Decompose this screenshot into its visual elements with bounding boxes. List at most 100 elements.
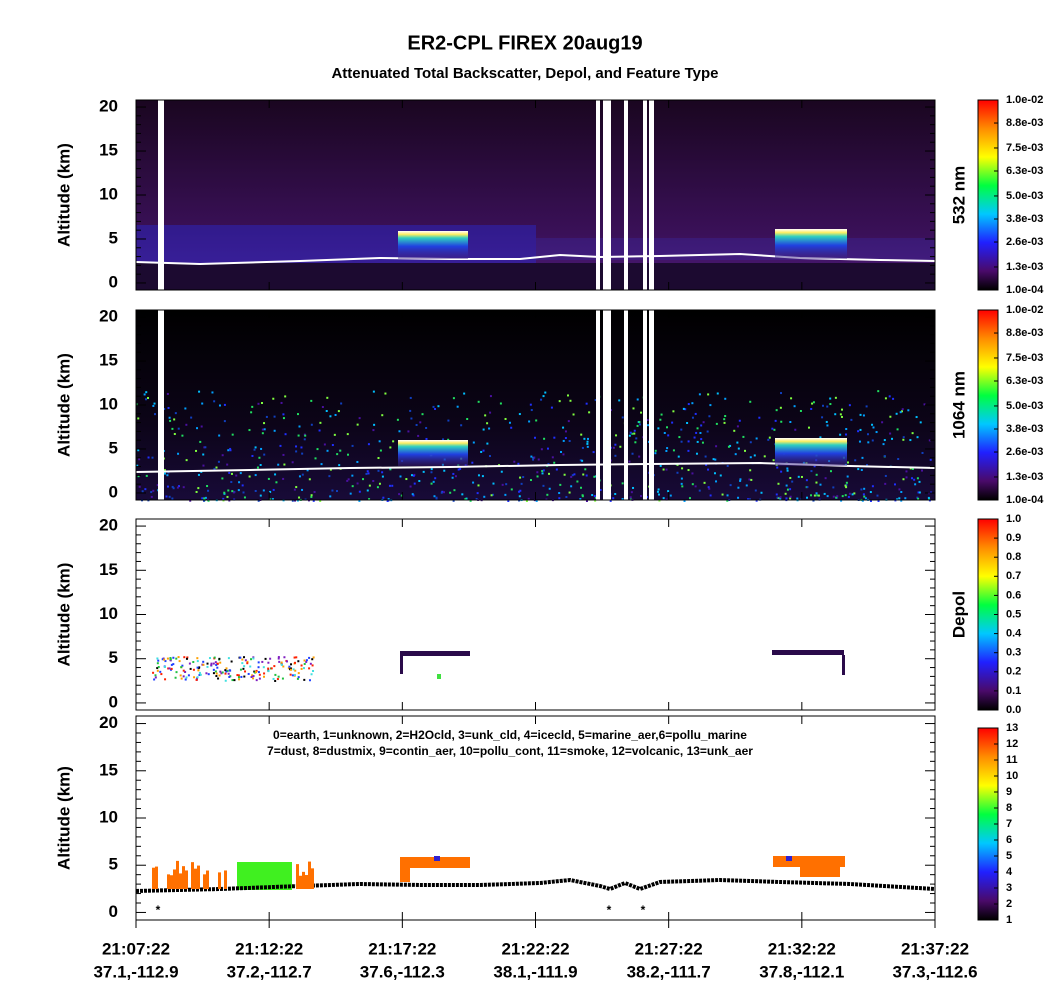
feature-column [194, 868, 197, 889]
noise [273, 429, 276, 432]
noise [857, 430, 860, 433]
noise [173, 418, 176, 421]
noise [654, 452, 657, 455]
feature-column [185, 870, 188, 889]
noise [533, 456, 536, 459]
noise [222, 497, 225, 500]
noise [329, 495, 332, 498]
noise [310, 399, 313, 402]
noise [476, 492, 479, 495]
noise [325, 410, 328, 413]
noise [815, 473, 818, 476]
noise [734, 453, 737, 456]
noise [807, 426, 810, 429]
feature-column [305, 875, 308, 889]
noise [632, 486, 635, 489]
colorbar-label: Depol [949, 591, 968, 638]
noise [542, 484, 545, 487]
noise [391, 484, 394, 487]
noise [254, 474, 257, 477]
noise [739, 479, 742, 482]
noise [709, 494, 712, 497]
y-tick-label: 5 [109, 648, 118, 667]
depol-pixel [224, 679, 227, 682]
noise [166, 485, 169, 488]
noise [396, 418, 399, 421]
depol-pixel [240, 675, 243, 678]
noise [381, 475, 384, 478]
noise [257, 499, 260, 502]
depol-pixel [206, 665, 209, 668]
backscatter-1064-overlay [135, 310, 936, 500]
noise [472, 481, 475, 484]
depol-pixel [236, 674, 239, 677]
depol-pixel [230, 660, 233, 663]
depol-pixel [163, 658, 166, 661]
depol-pixel [182, 675, 185, 678]
depol-pixel [262, 666, 265, 669]
feature-column [152, 867, 155, 889]
noise [896, 428, 899, 431]
depol-pixel [156, 667, 159, 670]
noise [810, 407, 813, 410]
noise [303, 433, 306, 436]
noise [500, 470, 503, 473]
noise [261, 432, 264, 435]
x-tick-label: 21:07:22 [102, 939, 170, 958]
noise [221, 454, 224, 457]
noise [145, 474, 148, 477]
noise [776, 496, 779, 499]
depol-pixel [156, 662, 159, 665]
noise [553, 461, 556, 464]
noise [536, 475, 539, 478]
noise [368, 498, 371, 501]
noise [389, 446, 392, 449]
noise [819, 436, 822, 439]
noise [683, 499, 686, 502]
depol-pixel [312, 669, 315, 672]
depol-pixel [272, 677, 275, 680]
noise [571, 474, 574, 477]
depol-pixel [193, 676, 196, 679]
noise [923, 403, 926, 406]
noise [659, 418, 662, 421]
noise [447, 419, 450, 422]
noise [171, 427, 174, 430]
colorbar [977, 99, 999, 291]
noise [398, 430, 401, 433]
depol-pixel [258, 673, 261, 676]
depol-pixel [216, 663, 219, 666]
noise [201, 497, 204, 500]
noise [300, 446, 303, 449]
noise [223, 492, 226, 495]
noise [865, 405, 868, 408]
noise [763, 455, 766, 458]
noise [282, 477, 285, 480]
noise [265, 415, 268, 418]
noise [452, 472, 455, 475]
noise [565, 496, 568, 499]
noise [583, 437, 586, 440]
noise [272, 397, 275, 400]
noise [483, 495, 486, 498]
noise [166, 392, 169, 395]
noise [911, 432, 914, 435]
noise [817, 494, 820, 497]
noise [729, 484, 732, 487]
depol-pixel [300, 667, 303, 670]
depol-pixel [161, 658, 164, 661]
legend-note: 7=dust, 8=dustmix, 9=contin_aer, 10=poll… [267, 744, 753, 758]
noise [284, 433, 287, 436]
noise [499, 402, 502, 405]
noise [861, 456, 864, 459]
noise [550, 406, 553, 409]
noise [480, 450, 483, 453]
depol-pixel [239, 668, 242, 671]
depol-pixel [257, 666, 260, 669]
noise [482, 449, 485, 452]
noise [921, 469, 924, 472]
noise [791, 480, 794, 483]
depol-pixel [202, 663, 205, 666]
noise [171, 497, 174, 500]
noise [174, 412, 177, 415]
